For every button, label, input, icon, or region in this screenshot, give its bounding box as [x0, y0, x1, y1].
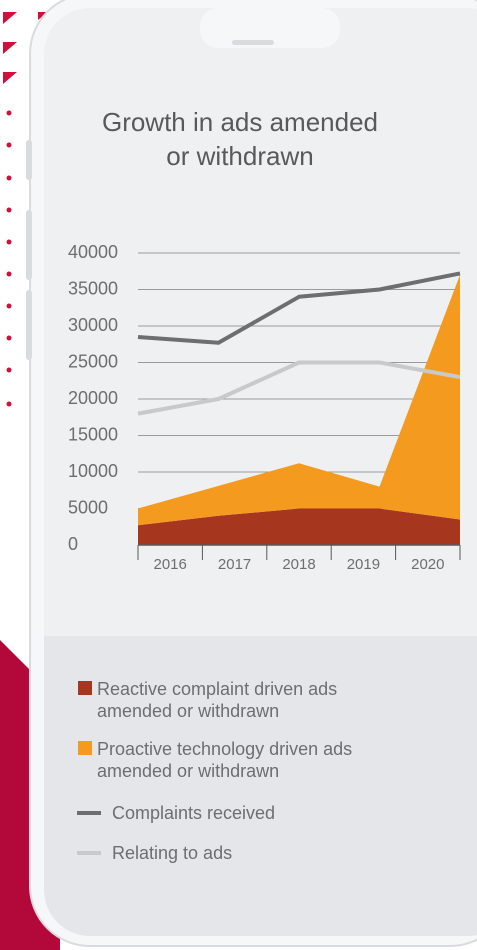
phone-button [26, 210, 32, 280]
notch [200, 8, 340, 48]
decoration [3, 12, 48, 407]
legend-label: Relating to ads [112, 843, 233, 863]
legend-label: Proactive technology driven ads amended … [97, 739, 353, 781]
y-tick-label: 35000 [68, 278, 118, 298]
x-tick-label: 2019 [347, 556, 380, 573]
x-tick-label: 2018 [282, 556, 315, 573]
y-tick-label: 5000 [68, 497, 108, 517]
speaker [232, 40, 274, 45]
line [137, 271, 461, 345]
y-tick-label: 10000 [68, 461, 118, 481]
legend-panel [44, 636, 477, 936]
area [138, 274, 460, 526]
x-tick-label: 2020 [411, 556, 444, 573]
x-tick-label: 2016 [154, 556, 187, 573]
line [137, 360, 461, 416]
phone-button [26, 140, 32, 180]
legend-label: Complaints received [112, 803, 276, 823]
legend-swatch [78, 741, 92, 755]
phone-button [26, 290, 32, 360]
legend-swatch [78, 681, 92, 695]
y-tick-label: 20000 [68, 388, 118, 408]
area [138, 508, 460, 545]
y-tick-label: 0 [68, 534, 78, 554]
chart-title: Growth in ads amended or withdrawn [101, 107, 379, 171]
y-tick-label: 15000 [68, 424, 118, 444]
x-tick-label: 2017 [218, 556, 251, 573]
y-tick-label: 25000 [68, 351, 118, 371]
legend-label: Reactive complaint driven ads amended or… [97, 679, 338, 721]
y-tick-label: 30000 [68, 315, 118, 335]
y-tick-label: 40000 [68, 242, 118, 262]
